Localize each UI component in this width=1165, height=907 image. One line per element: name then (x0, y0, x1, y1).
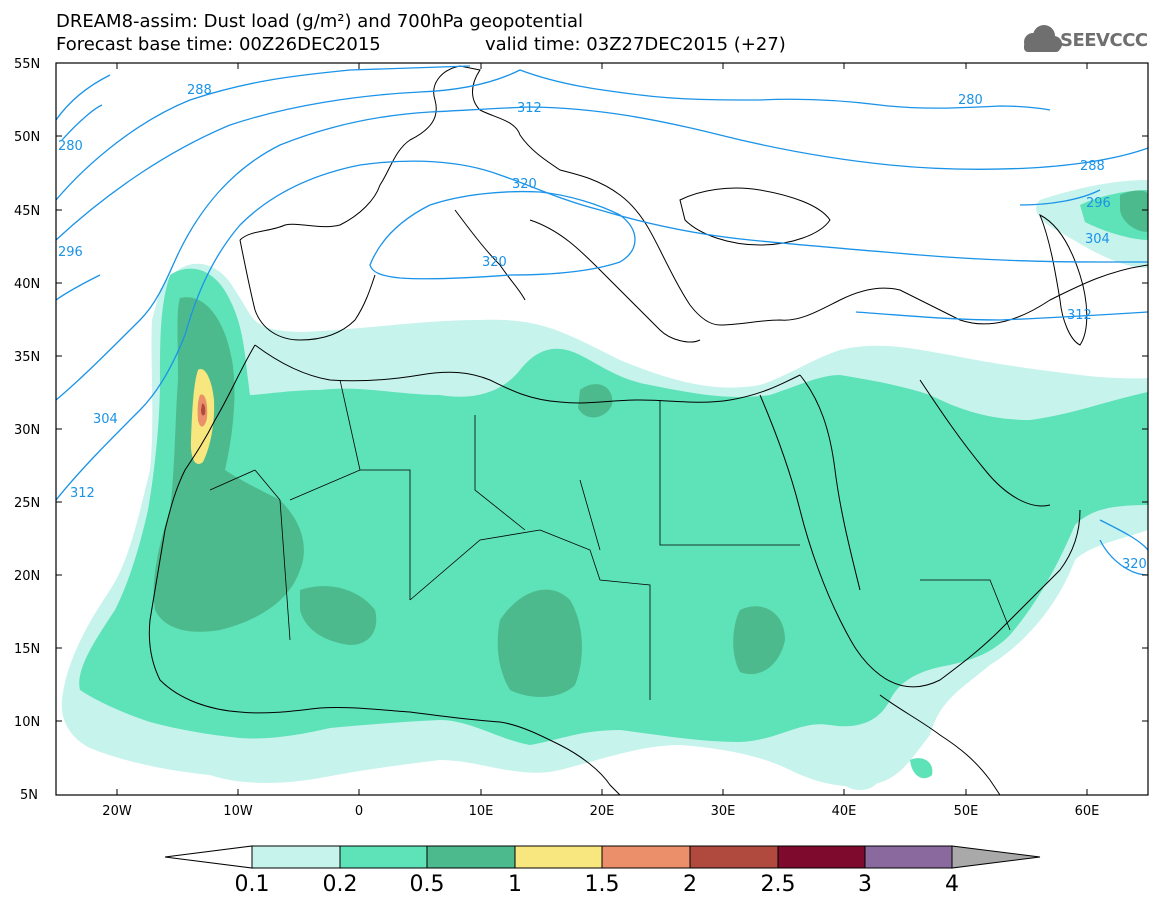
contour-label-group: 288 280 312 280 320 288 296 320 304 296 … (58, 83, 1147, 572)
colorbar-tick: 0.2 (322, 872, 358, 897)
lon-label: 20E (590, 804, 615, 819)
colorbar-swatch (689, 845, 779, 869)
lat-label: 30N (14, 423, 40, 438)
lon-label: 60E (1075, 804, 1100, 819)
lat-label: 50N (14, 130, 40, 145)
colorbar-tick: 2.5 (760, 872, 796, 897)
contour-label: 320 (1122, 557, 1147, 572)
colorbar-tick: 1 (508, 872, 522, 897)
lat-label: 25N (14, 496, 40, 511)
contour-label: 296 (58, 245, 83, 260)
borders (209, 379, 1011, 700)
latitude-axis (56, 62, 1148, 722)
lon-label: 40E (832, 804, 857, 819)
dust-layer-brown (201, 403, 206, 416)
colorbar-tick: 0.5 (409, 872, 445, 897)
colorbar-tick: 2 (683, 872, 697, 897)
contour-label: 320 (482, 255, 507, 270)
colorbar-swatch (514, 845, 603, 869)
lat-label: 20N (14, 569, 40, 584)
contour-label: 312 (1067, 308, 1092, 323)
colorbar-swatch (251, 845, 341, 869)
contour-label: 304 (1085, 232, 1110, 247)
lat-label: 55N (14, 57, 40, 72)
contour-label: 296 (1086, 196, 1111, 211)
lon-label: 0 (355, 804, 363, 819)
lat-label: 15N (14, 642, 40, 657)
geopotential-contours (55, 65, 1149, 576)
lat-label: 5N (20, 788, 38, 803)
dust-layer-dark (153, 190, 1148, 697)
lat-label: 10N (14, 715, 40, 730)
colorbar-swatch (601, 845, 691, 869)
longitude-axis (116, 63, 1088, 795)
lat-label: 45N (14, 204, 40, 219)
colorbar-swatch (339, 845, 428, 869)
forecast-base-time: Forecast base time: 00Z26DEC2015 (56, 34, 381, 55)
longitude-labels: 20W 10W 0 10E 20E 30E 40E 50E 60E (102, 804, 1099, 819)
contour-label: 312 (517, 101, 542, 116)
lat-label: 40N (14, 277, 40, 292)
latitude-labels: 55N 50N 45N 40N 35N 30N 25N 20N 15N 10N … (14, 57, 40, 803)
logo-text: SEEVCCC (1060, 30, 1148, 51)
contour-label: 320 (512, 177, 537, 192)
colorbar (164, 845, 1041, 869)
colorbar-tick: 4 (945, 872, 959, 897)
chart-title: DREAM8-assim: Dust load (g/m²) and 700hP… (56, 11, 583, 32)
contour-label: 288 (187, 83, 212, 98)
colorbar-tick: 0.1 (234, 872, 270, 897)
contour-label: 280 (958, 93, 983, 108)
cloud-icon (1024, 25, 1062, 52)
colorbar-low-arrow (164, 845, 253, 869)
lon-label: 30E (711, 804, 736, 819)
valid-time: valid time: 03Z27DEC2015 (+27) (485, 34, 786, 55)
lon-label: 10W (223, 804, 253, 819)
lat-label: 35N (14, 350, 40, 365)
lon-label: 10E (469, 804, 494, 819)
colorbar-swatch (777, 845, 866, 869)
colorbar-tick: 1.5 (584, 872, 620, 897)
contour-label: 288 (1080, 159, 1105, 174)
contour-label: 312 (70, 486, 95, 501)
coastlines (148, 65, 1149, 796)
colorbar-tick: 3 (858, 872, 872, 897)
colorbar-high-arrow (951, 845, 1041, 869)
lon-label: 50E (954, 804, 979, 819)
contour-label: 304 (93, 412, 118, 427)
colorbar-swatch (864, 845, 953, 869)
lon-label: 20W (102, 804, 132, 819)
contour-label: 280 (58, 139, 83, 154)
colorbar-swatch (426, 845, 516, 869)
